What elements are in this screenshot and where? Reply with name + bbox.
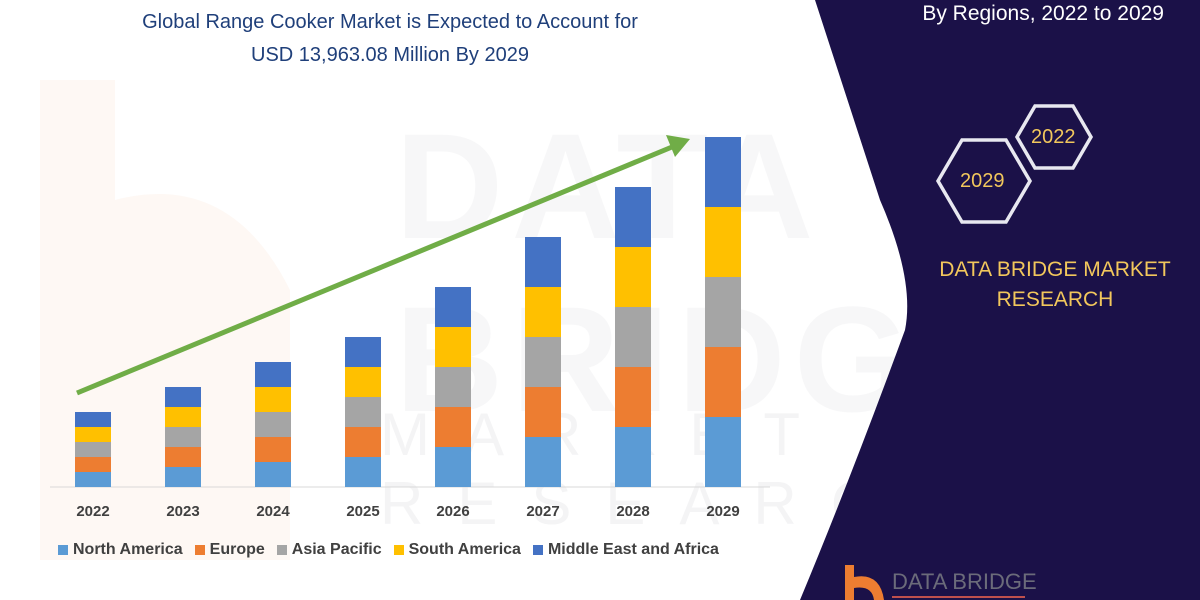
legend-swatch [194,545,205,555]
legend-label: Middle East and Africa [547,541,719,558]
bar-2028-north-america [615,427,651,487]
title-line-1: Global Range Cooker Market is Expected t… [142,11,638,33]
bar-2023-europe [165,447,201,467]
bar-2028-south-america [615,247,651,307]
bar-2024-north-america [255,462,291,487]
dark-panel [800,0,1200,600]
trend-arrowhead [666,135,690,157]
logo-text: DATA BRIDGE [892,569,1037,594]
bars-group [75,137,741,487]
hex-2022-outline [1014,104,1094,170]
legend-swatch [532,545,543,555]
brand-text: DATA BRIDGE MARKET RESEARCH [915,255,1195,315]
bar-2027-north-america [525,437,561,487]
bar-2029-europe [705,347,741,417]
x-tick-label: 2025 [346,503,380,520]
bar-2022-south-america [75,427,111,442]
legend-label: North America [73,541,183,558]
legend-item: Asia Pacific [276,541,382,559]
bar-2025-asia-pacific [345,397,381,427]
bar-2024-middle-east-and-africa [255,362,291,387]
bar-2027-south-america [525,287,561,337]
hex-label-2029: 2029 [960,170,1005,192]
bar-2023-asia-pacific [165,427,201,447]
bar-2022-middle-east-and-africa [75,412,111,427]
legend-item: Europe [194,541,265,559]
bar-2029-south-america [705,207,741,277]
bar-2022-north-america [75,472,111,487]
bar-2028-middle-east-and-africa [615,187,651,247]
bar-2027-europe [525,387,561,437]
legend-swatch [276,545,287,555]
legend-item: North America [58,541,183,559]
bar-2026-asia-pacific [435,367,471,407]
chart-title: Global Range Cooker Market is Expected t… [60,6,720,72]
bar-2027-asia-pacific [525,337,561,387]
bar-2026-north-america [435,447,471,487]
logo-icon [845,565,1025,600]
bar-2022-europe [75,457,111,472]
legend: North America Europe Asia Pacific South Ame… [58,541,719,559]
legend-swatch [393,545,404,555]
x-tick-label: 2026 [436,503,470,520]
bar-2029-middle-east-and-africa [705,137,741,207]
bar-2024-europe [255,437,291,462]
x-tick-label: 2029 [706,503,740,520]
bar-2023-north-america [165,467,201,487]
trend-arrow [76,144,673,396]
legend-label: Europe [209,541,265,558]
bar-2024-south-america [255,387,291,412]
legend-label: South America [408,541,521,558]
brand-line-2: RESEARCH [996,288,1114,311]
bar-2026-south-america [435,327,471,367]
bar-2029-north-america [705,417,741,487]
bar-2026-middle-east-and-africa [435,287,471,327]
hex-label-2022: 2022 [1031,126,1076,148]
x-tick-label: 2027 [526,503,560,520]
bar-2025-middle-east-and-africa [345,337,381,367]
x-tick-label: 2024 [256,503,290,520]
x-tick-label: 2022 [76,503,110,520]
bar-2024-asia-pacific [255,412,291,437]
bar-2028-asia-pacific [615,307,651,367]
bar-2025-south-america [345,367,381,397]
brand-line-1: DATA BRIDGE MARKET [939,258,1171,281]
legend-item: South America [393,541,521,559]
bar-2023-south-america [165,407,201,427]
right-heading: By Regions, 2022 to 2029 [922,2,1164,25]
bar-2023-middle-east-and-africa [165,387,201,407]
bar-2026-europe [435,407,471,447]
title-line-2: USD 13,963.08 Million By 2029 [251,44,529,66]
bar-2028-europe [615,367,651,427]
x-tick-label: 2023 [166,503,200,520]
bar-2025-europe [345,427,381,457]
legend-label: Asia Pacific [291,541,382,558]
legend-item: Middle East and Africa [532,541,719,559]
bar-2025-north-america [345,457,381,487]
x-tick-label: 2028 [616,503,650,520]
bar-2029-asia-pacific [705,277,741,347]
legend-swatch [58,545,68,555]
bar-2027-middle-east-and-africa [525,237,561,287]
hex-2029-outline [935,138,1033,224]
bar-2022-asia-pacific [75,442,111,457]
